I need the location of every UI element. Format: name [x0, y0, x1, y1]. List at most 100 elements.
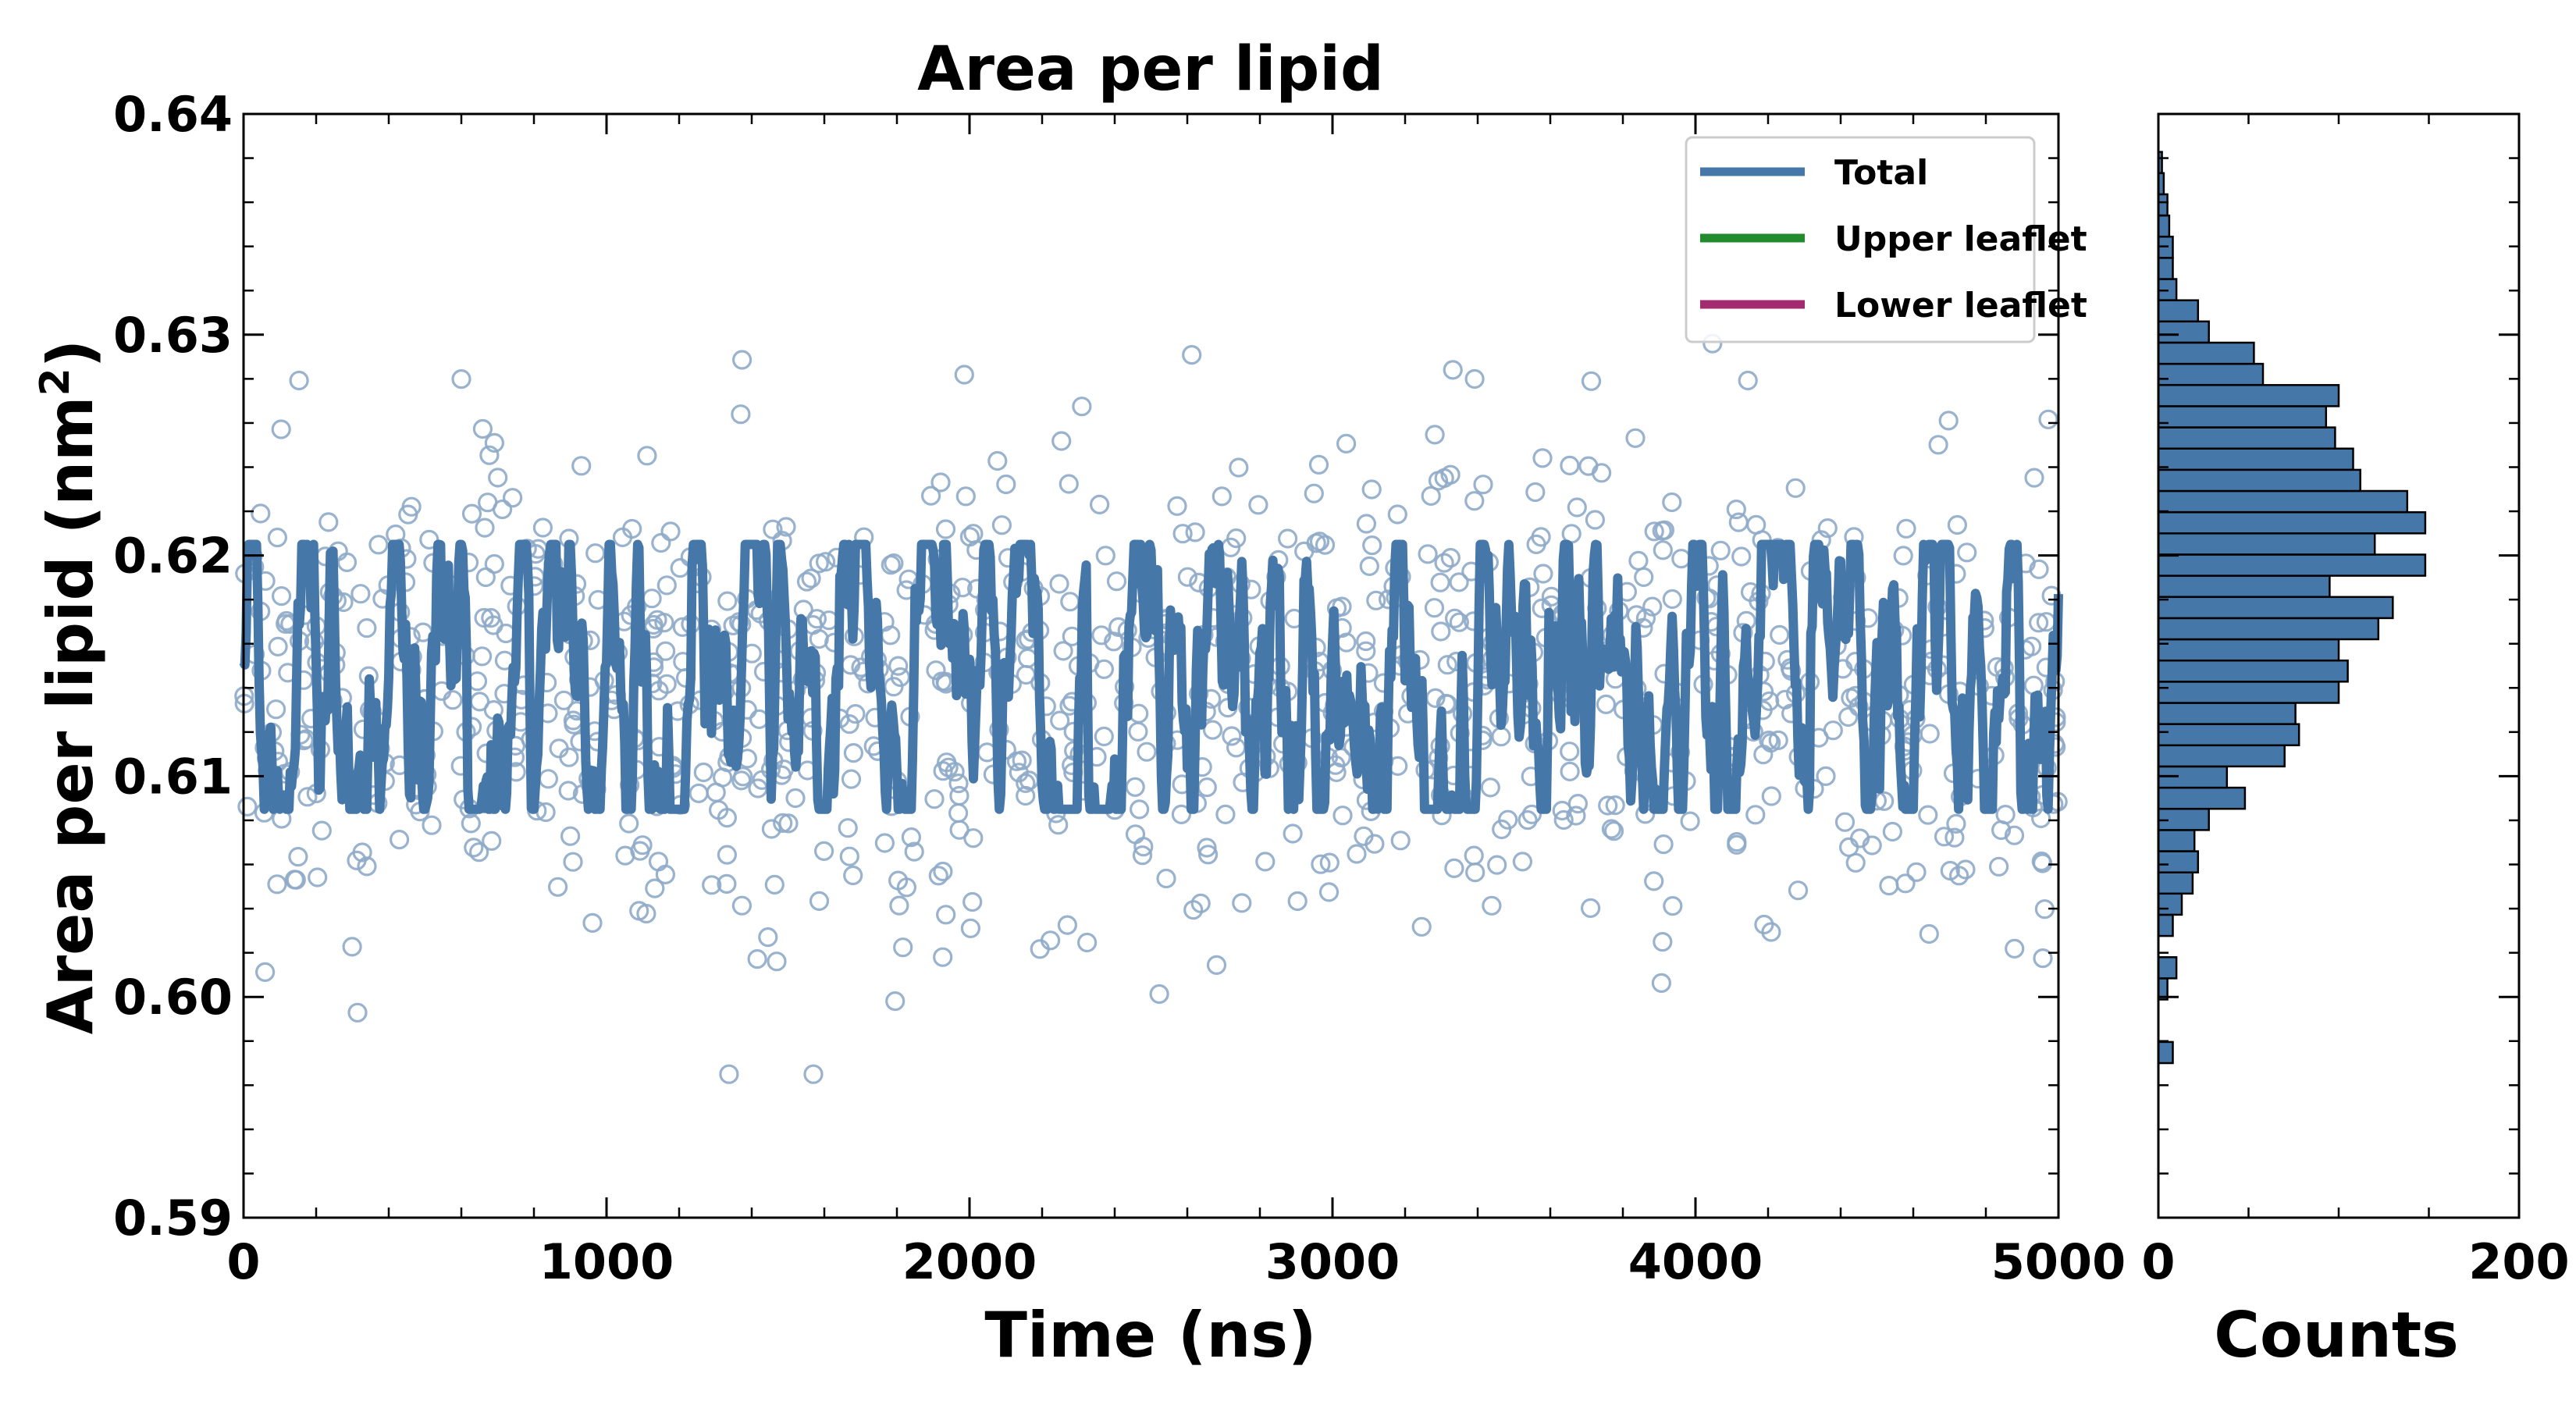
scatter-point	[803, 1064, 824, 1084]
scatter-point	[1212, 486, 1232, 507]
scatter-point	[838, 818, 858, 838]
scatter-point	[1918, 805, 1938, 825]
scatter-point	[1653, 540, 1673, 560]
scatter-point	[717, 873, 737, 895]
scatter-point	[468, 842, 489, 863]
scatter-point	[488, 468, 508, 488]
scatter-point	[1480, 777, 1500, 798]
scatter-point	[1449, 572, 1469, 592]
scatter-point	[733, 767, 753, 787]
histogram-bar	[2157, 850, 2200, 873]
scatter-point	[809, 891, 830, 912]
scatter-point	[884, 553, 904, 574]
scatter-point	[996, 474, 1016, 495]
scatter-point	[1662, 589, 1682, 610]
scatter-point	[1030, 939, 1050, 959]
scatter-point	[1171, 804, 1192, 825]
scatter-point	[251, 503, 271, 524]
scatter-point	[571, 456, 592, 476]
scatter-point	[1311, 854, 1331, 874]
scatter-point	[1053, 641, 1073, 661]
scatter-point	[1356, 514, 1377, 534]
scatter-point	[1934, 827, 1955, 847]
scatter-point	[949, 785, 970, 806]
scatter-point	[1492, 819, 1512, 840]
scatter-point	[1532, 448, 1553, 468]
scatter-point	[1727, 834, 1747, 855]
scatter-point	[1304, 483, 1324, 503]
scatter-point	[1129, 799, 1150, 820]
scatter-point	[267, 527, 287, 548]
scatter-point	[1896, 518, 1916, 539]
scatter-point	[1989, 856, 2009, 877]
scatter-point	[636, 903, 656, 924]
x-tick-label: 0	[226, 1233, 260, 1290]
scatter-point	[1928, 435, 1948, 455]
scatter-point	[2004, 825, 2025, 845]
scatter-point	[538, 769, 559, 789]
scatter-point	[1125, 777, 1145, 797]
scatter-point	[1431, 621, 1451, 642]
scatter-point	[266, 699, 286, 720]
scatter-point	[443, 690, 463, 710]
scatter-point	[632, 835, 653, 855]
scatter-point	[1635, 608, 1656, 628]
scatter-point	[1091, 625, 1112, 646]
scatter-point	[1598, 795, 1618, 816]
scatter-point	[717, 845, 738, 865]
scatter-point	[1605, 795, 1625, 816]
scatter-point	[1197, 838, 1217, 858]
scatter-point	[843, 865, 863, 886]
scatter-point	[1567, 497, 1587, 518]
scatter-point	[688, 783, 709, 804]
scatter-point	[547, 877, 568, 897]
chart-title: Area per lipid	[917, 34, 1384, 105]
scatter-point	[1229, 457, 1249, 478]
scatter-point	[1437, 694, 1458, 714]
scatter-point	[712, 767, 733, 788]
scatter-point	[764, 874, 785, 895]
histogram-bar	[2157, 320, 2210, 344]
scatter-point	[1663, 895, 1683, 916]
total-series	[239, 539, 2063, 814]
scatter-point	[582, 912, 603, 934]
scatter-point	[893, 937, 913, 958]
scatter-point	[1048, 815, 1069, 835]
scatter-point	[1315, 535, 1336, 555]
y-tick-label: 0.59	[113, 1190, 233, 1247]
scatter-point	[1533, 564, 1553, 584]
histogram-axis-ticks: 0 200	[2141, 112, 2570, 1290]
histogram-bar	[2157, 913, 2174, 937]
y-axis-label: Area per lipid (nm2)	[32, 340, 107, 1035]
scatter-point	[841, 769, 862, 789]
scatter-point	[693, 762, 713, 783]
scatter-point	[1879, 875, 1899, 896]
scatter-point	[288, 846, 308, 867]
scatter-point	[1202, 720, 1223, 740]
scatter-point	[1421, 486, 1441, 507]
scatter-point	[889, 895, 909, 916]
scatter-point	[1444, 858, 1464, 879]
histogram-x-tick-label: 200	[2468, 1233, 2569, 1290]
scatter-point	[1893, 546, 1913, 566]
histogram-bar	[2157, 596, 2394, 620]
scatter-point	[1049, 574, 1069, 594]
scatter-point	[1277, 528, 1298, 549]
x-axis-label: Time (ns)	[984, 1299, 1316, 1371]
y-axis-label-close: )	[34, 340, 107, 368]
scatter-point	[1129, 703, 1149, 724]
histogram-bar	[2157, 489, 2409, 514]
x-tick-label: 1000	[539, 1233, 674, 1290]
histogram-bar	[2157, 384, 2340, 407]
histogram-bar	[2157, 405, 2328, 429]
scatter-point	[308, 867, 328, 887]
scatter-point	[656, 575, 677, 596]
scatter-point	[1361, 479, 1382, 500]
scatter-point	[874, 833, 895, 853]
histogram-bar	[2157, 510, 2427, 535]
scatter-point	[935, 519, 956, 539]
scatter-point	[933, 947, 953, 967]
scatter-point	[268, 636, 288, 657]
scatter-point	[1072, 397, 1092, 417]
